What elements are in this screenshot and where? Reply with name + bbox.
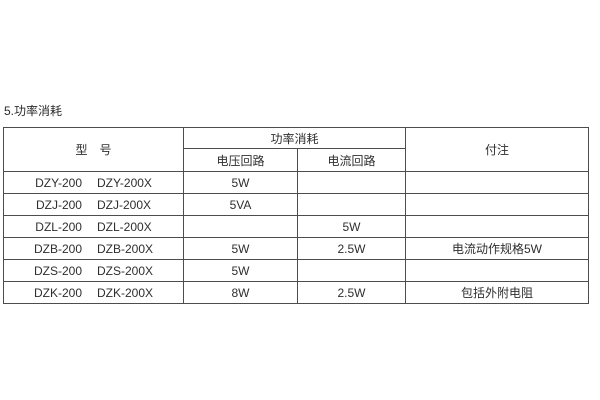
voltage-cell: 5VA [183, 193, 298, 216]
model-cell: DZS-200 DZS-200X [3, 259, 184, 282]
header-row-sub: 电压回路 电流回路 [4, 148, 589, 172]
voltage-cell: 5W [183, 237, 298, 260]
model-primary: DZS-200 [33, 263, 82, 278]
table-row: DZS-200 DZS-200X 5W [3, 259, 590, 282]
model-variant: DZS-200X [97, 263, 154, 278]
notes-cell: 包括外附电阻 [405, 281, 590, 304]
model-pair: DZS-200 DZS-200X [5, 263, 183, 278]
model-pair: DZJ-200 DZJ-200X [5, 197, 183, 212]
notes-cell [405, 259, 590, 282]
power-consumption-table: 型 号 功率消耗 付注 电压回路 电流回路 DZY-200 DZY-200X 5… [3, 127, 590, 304]
model-primary: DZJ-200 [35, 197, 82, 212]
current-cell: 5W [296, 215, 407, 238]
header-row-top: 型 号 功率消耗 付注 [3, 127, 590, 172]
notes-cell [405, 215, 590, 238]
table-row: DZL-200 DZL-200X 5W [3, 215, 590, 238]
model-pair: DZL-200 DZL-200X [5, 219, 183, 234]
model-variant: DZL-200X [96, 219, 152, 234]
current-cell: 2.5W [296, 281, 407, 304]
model-variant: DZB-200X [97, 241, 154, 256]
model-variant: DZY-200X [97, 175, 152, 190]
current-cell [296, 171, 407, 194]
model-pair: DZB-200 DZB-200X [5, 241, 183, 256]
model-cell: DZL-200 DZL-200X [3, 215, 184, 238]
model-primary: DZL-200 [35, 219, 82, 234]
col-header-power-consumption: 功率消耗 [182, 127, 407, 149]
col-header-model: 型 号 [3, 127, 184, 172]
col-header-current-circuit: 电流回路 [296, 148, 407, 172]
model-cell: DZY-200 DZY-200X [3, 171, 184, 194]
model-pair: DZK-200 DZK-200X [5, 285, 183, 300]
current-cell [296, 259, 407, 282]
model-variant: DZK-200X [97, 285, 154, 300]
table-row: DZK-200 DZK-200X 8W 2.5W 包括外附电阻 [3, 281, 590, 304]
col-header-voltage-circuit: 电压回路 [183, 148, 298, 172]
model-primary: DZY-200 [35, 175, 82, 190]
col-header-notes: 付注 [405, 127, 590, 172]
voltage-cell: 5W [183, 171, 298, 194]
voltage-cell [183, 215, 298, 238]
model-variant: DZJ-200X [96, 197, 152, 212]
voltage-cell: 5W [183, 259, 298, 282]
voltage-cell: 8W [183, 281, 298, 304]
current-cell: 2.5W [296, 237, 407, 260]
model-pair: DZY-200 DZY-200X [5, 175, 183, 190]
current-cell [296, 193, 407, 216]
page-title: 5.功率消耗 [4, 104, 63, 118]
model-cell: DZB-200 DZB-200X [3, 237, 184, 260]
notes-cell: 电流动作规格5W [405, 237, 590, 260]
model-cell: DZJ-200 DZJ-200X [3, 193, 184, 216]
table-row: DZB-200 DZB-200X 5W 2.5W 电流动作规格5W [3, 237, 590, 260]
model-primary: DZK-200 [33, 285, 82, 300]
table-row: DZY-200 DZY-200X 5W [3, 171, 590, 194]
model-cell: DZK-200 DZK-200X [3, 281, 184, 304]
model-primary: DZB-200 [33, 241, 82, 256]
table-row: DZJ-200 DZJ-200X 5VA [3, 193, 590, 216]
notes-cell [405, 171, 590, 194]
notes-cell [405, 193, 590, 216]
